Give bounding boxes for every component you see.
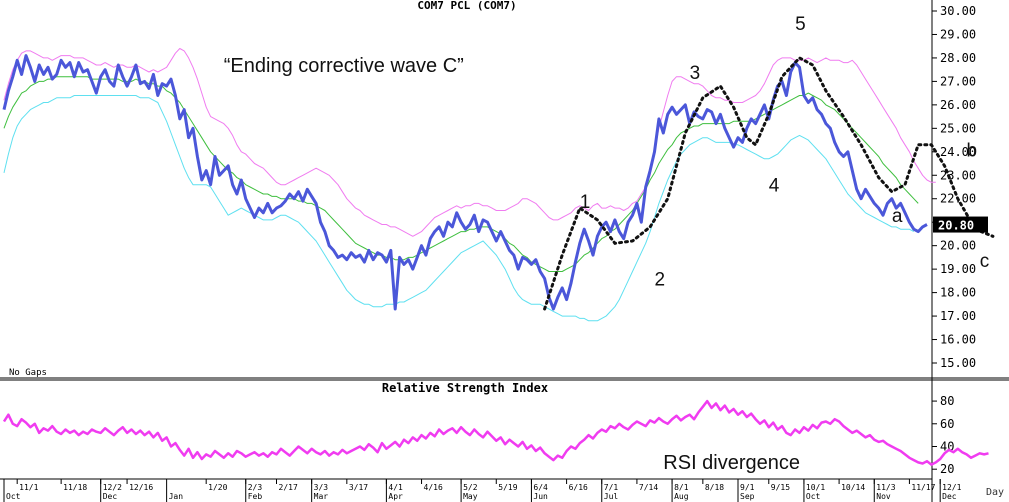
wave-annotation: 5 <box>795 14 806 35</box>
month-label: Oct <box>6 492 21 501</box>
price-ytick-label: 25.00 <box>940 121 976 135</box>
month-label: Nov <box>876 492 891 501</box>
month-label: Dec <box>942 492 957 501</box>
x-axis-unit-label: Day <box>986 487 1004 498</box>
month-label: Oct <box>806 492 821 501</box>
date-label: 7/1 <box>604 483 619 492</box>
date-label: 12/1 <box>942 483 961 492</box>
date-label: 11/1 <box>19 483 38 492</box>
middle-band-line <box>3 76 919 272</box>
month-label: Feb <box>248 492 263 501</box>
date-label: 7/14 <box>639 483 658 492</box>
price-ytick-label: 24.00 <box>940 145 976 159</box>
wave-annotation: “Ending corrective wave C” <box>224 55 464 77</box>
wave-annotation: 3 <box>690 63 701 84</box>
wave-annotation: a <box>892 206 903 227</box>
rsi-ytick-label: 60 <box>940 417 954 431</box>
rsi-line <box>2 399 989 466</box>
last-price-badge <box>933 216 988 233</box>
wave-annotation: b <box>967 140 978 161</box>
date-label: 5/19 <box>498 483 517 492</box>
price-ytick-label: 19.00 <box>940 262 976 276</box>
price-ytick-label: 28.00 <box>940 51 976 65</box>
date-label: 4/1 <box>388 483 403 492</box>
month-label: May <box>463 492 478 501</box>
date-label: 8/18 <box>705 483 724 492</box>
wave-annotation: 1 <box>580 192 591 213</box>
month-label: Jun <box>533 492 548 501</box>
rsi-ytick-label: 80 <box>940 394 954 408</box>
date-label: 9/15 <box>771 483 790 492</box>
date-label: 2/3 <box>248 483 263 492</box>
date-label: 10/1 <box>806 483 825 492</box>
price-ytick-label: 20.00 <box>940 239 976 253</box>
price-line <box>2 54 928 311</box>
date-label: 10/14 <box>841 483 865 492</box>
date-label: 11/17 <box>911 483 935 492</box>
price-ytick-label: 15.00 <box>940 356 976 370</box>
lower-band-line <box>3 95 915 322</box>
rsi-annotation: RSI divergence <box>663 452 800 474</box>
upper-band-line <box>3 48 936 237</box>
price-ytick-label: 27.00 <box>940 74 976 88</box>
price-chart-title: COM7 PCL (COM7) <box>417 0 516 12</box>
price-ytick-label: 26.00 <box>940 98 976 112</box>
date-label: 9/1 <box>740 483 755 492</box>
month-label: Apr <box>388 492 403 501</box>
date-label: 12/2 <box>103 483 122 492</box>
date-label: 8/1 <box>674 483 689 492</box>
date-label: 2/17 <box>279 483 298 492</box>
date-label: 3/17 <box>349 483 368 492</box>
date-label: 5/2 <box>463 483 478 492</box>
date-label: 3/3 <box>314 483 329 492</box>
no-gaps-note: No Gaps <box>9 368 47 378</box>
date-label: 6/16 <box>569 483 588 492</box>
rsi-ytick-label: 20 <box>940 462 954 476</box>
wave-dotted-path <box>543 56 995 311</box>
price-ytick-label: 16.00 <box>940 333 976 347</box>
price-ytick-label: 18.00 <box>940 286 976 300</box>
date-label: 12/16 <box>129 483 153 492</box>
last-price-label: 20.80 <box>938 219 974 233</box>
month-label: Sep <box>740 492 755 501</box>
date-label: 1/20 <box>208 483 227 492</box>
price-ytick-label: 17.00 <box>940 309 976 323</box>
wave-annotation: 4 <box>769 176 780 197</box>
month-label: Dec <box>103 492 118 501</box>
month-label: Jan <box>169 492 184 501</box>
price-ytick-label: 29.00 <box>940 27 976 41</box>
date-label: 11/18 <box>63 483 87 492</box>
date-label: 11/3 <box>876 483 895 492</box>
month-label: Aug <box>674 492 689 501</box>
price-ytick-label: 30.00 <box>940 4 976 18</box>
wave-annotation: 2 <box>654 270 665 291</box>
month-label: Mar <box>314 492 329 501</box>
rsi-chart-title: Relative Strength Index <box>382 381 548 395</box>
wave-annotation: c <box>980 251 990 272</box>
month-label: Jul <box>604 492 619 501</box>
date-label: 6/4 <box>533 483 548 492</box>
date-label: 4/16 <box>424 483 443 492</box>
